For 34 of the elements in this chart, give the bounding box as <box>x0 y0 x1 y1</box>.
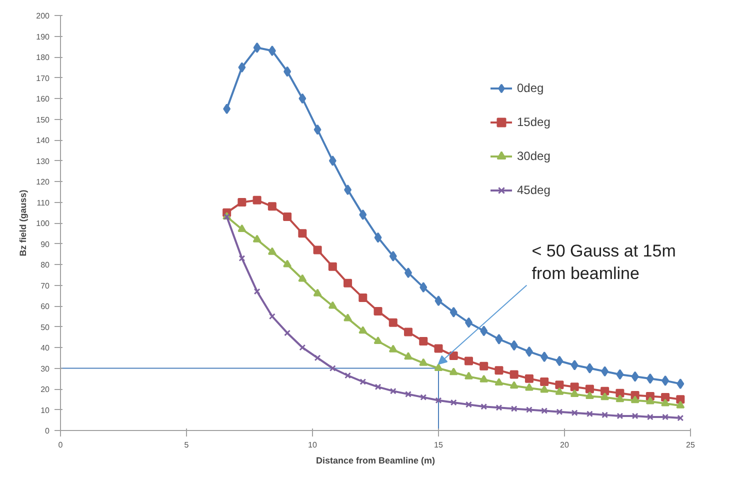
x-axis-title: Distance from Beamline (m) <box>316 456 436 466</box>
legend-label: 45deg <box>517 183 550 197</box>
legend-label: 15deg <box>517 115 550 129</box>
y-tick-label: 0 <box>45 426 50 436</box>
y-tick-label: 200 <box>36 12 50 20</box>
y-axis-title: Bz field (gauss) <box>18 190 28 256</box>
y-tick-label: 170 <box>36 74 50 83</box>
x-tick-label: 25 <box>686 440 696 450</box>
y-tick-label: 60 <box>40 302 50 311</box>
y-tick-label: 130 <box>36 156 50 166</box>
x-tick-label: 20 <box>560 440 570 450</box>
y-tick-label: 90 <box>40 240 50 249</box>
y-tick-label: 150 <box>36 115 50 124</box>
y-tick-label: 50 <box>40 322 50 332</box>
y-tick-label: 120 <box>36 178 50 186</box>
y-tick-label: 20 <box>40 385 50 394</box>
y-tick-label: 190 <box>36 32 50 42</box>
y-tick-label: 30 <box>40 364 50 374</box>
x-tick-label: 0 <box>58 440 64 450</box>
y-tick-label: 40 <box>40 344 50 352</box>
legend-label: 0deg <box>517 81 544 95</box>
y-tick-label: 80 <box>40 260 50 270</box>
y-tick-label: 160 <box>36 94 50 104</box>
legend-label: 30deg <box>517 149 550 163</box>
annotation: < 50 Gauss at 15m from beamline <box>532 241 676 284</box>
x-tick-label: 5 <box>184 440 190 450</box>
y-tick-label: 70 <box>40 281 50 290</box>
y-tick-label: 10 <box>40 406 50 415</box>
x-tick-label: 15 <box>434 440 444 450</box>
y-tick-label: 180 <box>36 53 50 62</box>
x-tick-label: 10 <box>308 440 318 450</box>
y-tick-label: 140 <box>36 136 50 145</box>
y-tick-label: 100 <box>36 219 50 228</box>
y-tick-label: 110 <box>36 198 50 208</box>
